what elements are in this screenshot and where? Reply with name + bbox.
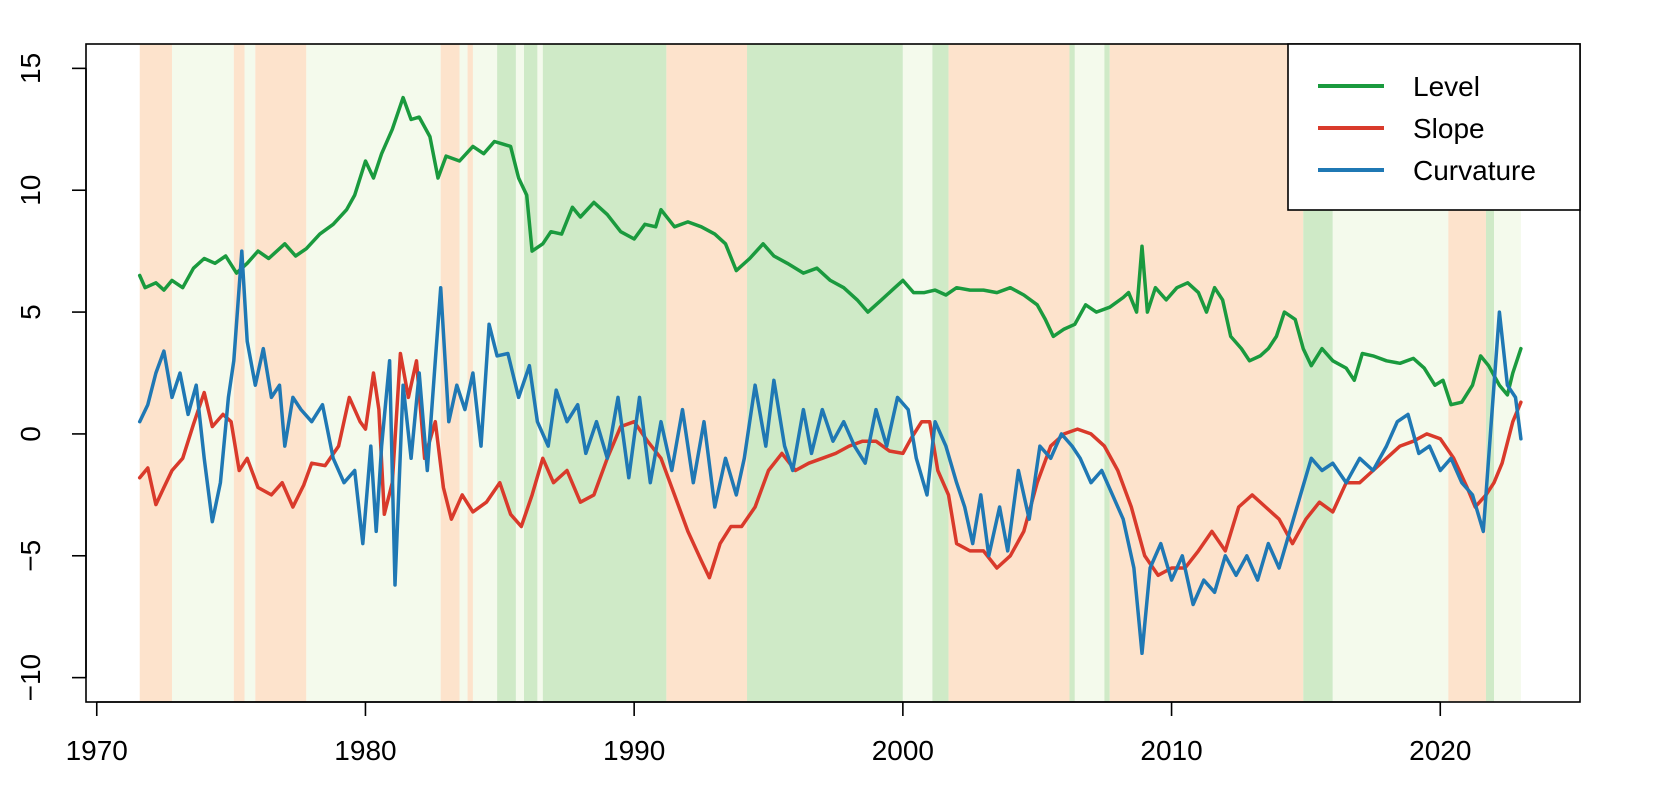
regime-band-orange [255, 44, 307, 702]
series-lines [137, 95, 1523, 656]
legend-label-level: Level [1413, 71, 1480, 102]
y-tick-label: −10 [15, 654, 46, 702]
regime-band-green [542, 44, 667, 702]
regime-band-orange [666, 44, 748, 702]
regime-band-green [932, 44, 949, 702]
y-tick-label: 15 [15, 53, 46, 84]
legend-label-slope: Slope [1413, 113, 1485, 144]
regime-band-pale_green [515, 44, 524, 702]
x-tick-label: 1980 [334, 735, 396, 766]
regime-band-pale_green [459, 44, 468, 702]
y-tick-label: 5 [15, 304, 46, 320]
regime-band-orange [467, 44, 473, 702]
legend-label-curvature: Curvature [1413, 155, 1536, 186]
legend: Level Slope Curvature [1287, 43, 1581, 211]
regime-band-orange [948, 44, 1070, 702]
y-tick-label: 0 [15, 426, 46, 442]
regime-band-green [1104, 44, 1110, 702]
regime-band-green [1485, 44, 1495, 702]
regime-band-pale_green [537, 44, 543, 702]
regime-band-green [497, 44, 516, 702]
series-line-slope [137, 351, 1523, 580]
regime-band-pale_green [902, 44, 933, 702]
regime-band-green [1069, 44, 1075, 702]
y-tick-label: −5 [15, 540, 46, 572]
regime-band-orange [1109, 44, 1304, 702]
regime-band-pale_green [171, 44, 234, 702]
y-tick-label: 10 [15, 175, 46, 206]
series-line-curvature [137, 249, 1523, 656]
x-tick-label: 2000 [872, 735, 934, 766]
regime-band-orange [440, 44, 460, 702]
x-tick-label: 2020 [1409, 735, 1471, 766]
series-line-level [137, 95, 1523, 407]
regime-band-orange [233, 44, 245, 702]
x-tick-label: 1990 [603, 735, 665, 766]
regime-band-pale_green [1074, 44, 1105, 702]
regime-band-green [747, 44, 903, 702]
x-tick-label: 2010 [1140, 735, 1202, 766]
x-tick-label: 1970 [66, 735, 128, 766]
regime-band-pale_green [244, 44, 256, 702]
axes: 1970 1980 1990 2000 2010 2020 −10 −5 0 5 10 15 [15, 43, 1581, 766]
